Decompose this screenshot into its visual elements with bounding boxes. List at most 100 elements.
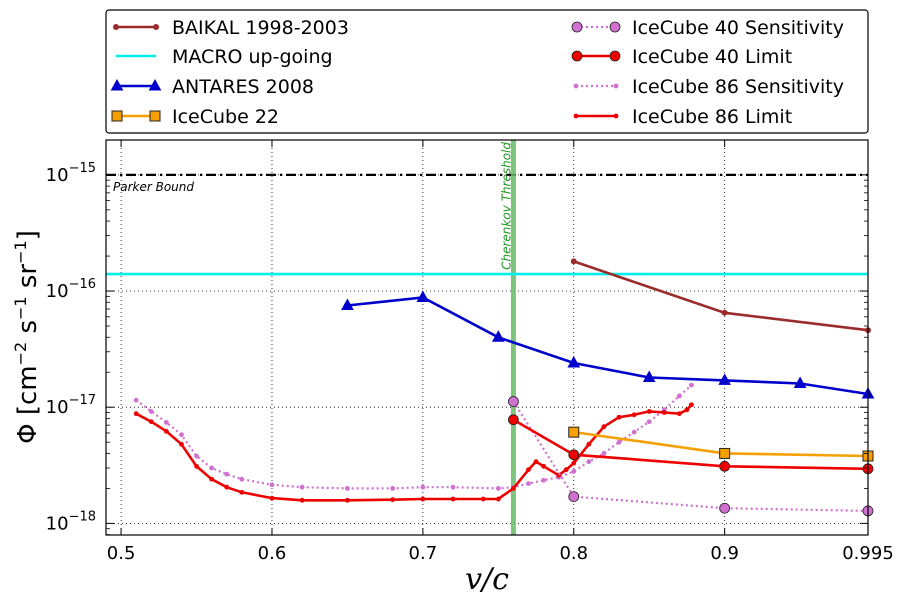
x-tick-label: 0.9 [710, 543, 739, 564]
data-point [567, 355, 581, 368]
y-tick-label: 10−15 [46, 161, 96, 186]
y-tick-label: 10−17 [46, 393, 96, 418]
legend-label: BAIKAL 1998-2003 [172, 17, 349, 39]
legend-entry-antares-2008: ANTARES 2008 [110, 76, 314, 98]
data-point [209, 476, 215, 482]
data-point [684, 407, 690, 413]
legend-marker [111, 110, 123, 122]
data-point [480, 496, 486, 502]
ticks: 0.5 0.6 0.7 0.8 0.9 0.995 10−15 10−16 10−17 10−18 [46, 140, 894, 564]
data-point [601, 451, 607, 456]
data-point [450, 484, 456, 490]
data-point [450, 496, 456, 502]
data-point [194, 463, 199, 469]
data-point [495, 496, 501, 502]
series-baikal-1998-2003 [570, 258, 871, 334]
legend-entry-icecube-40-limit: IceCube 40 Limit [571, 46, 792, 68]
data-point [345, 497, 350, 503]
y-tick-label: 10−18 [46, 509, 96, 534]
legend-marker [573, 83, 579, 89]
data-point [133, 411, 139, 417]
data-point [495, 486, 501, 491]
legend-marker [571, 21, 583, 33]
series-layer [106, 258, 875, 517]
data-point [676, 393, 682, 399]
data-point [541, 463, 546, 469]
plot-area: Parker Bound Cherenkov Threshold 0.5 0.6 0.… [46, 139, 894, 564]
data-point [719, 460, 731, 472]
y-axis-label: Φ [cm−2 s−1 sr−1] [11, 230, 43, 444]
data-point [269, 482, 275, 488]
legend-label: IceCube 40 Limit [632, 46, 792, 68]
data-point [508, 414, 519, 426]
y-axis-label-exp2: −1 [11, 296, 30, 320]
data-point [586, 441, 592, 447]
y-axis-label-end: sr [13, 264, 43, 297]
data-point [646, 409, 652, 414]
legend-marker [573, 113, 579, 119]
data-point [209, 465, 215, 471]
series-icecube-40-sensitivity [508, 396, 874, 517]
data-point [568, 449, 580, 461]
data-point [390, 497, 396, 503]
legend-label: IceCube 22 [172, 106, 279, 128]
data-point [511, 486, 516, 491]
y-axis-label-main: Φ [cm [13, 365, 43, 444]
data-point [646, 419, 652, 425]
data-point [420, 484, 426, 490]
legend: BAIKAL 1998-2003 MACRO up-going ANTARES 20… [105, 9, 869, 134]
data-point [563, 467, 569, 473]
legend-frame [105, 9, 869, 134]
data-point [616, 414, 622, 420]
data-point [689, 382, 694, 388]
data-point [224, 471, 230, 477]
cherenkov-threshold-label: Cherenkov Threshold [499, 142, 513, 270]
legend-marker [113, 24, 119, 30]
data-point [541, 477, 546, 483]
legend-entry-macro-up-going: MACRO up-going [116, 46, 333, 68]
data-point [224, 484, 230, 490]
legend-label: MACRO up-going [172, 46, 333, 68]
data-point [568, 426, 580, 438]
data-point [163, 419, 169, 425]
legend-entry-icecube-86-limit: IceCube 86 Limit [573, 106, 792, 128]
y-axis-label-close: ] [13, 230, 43, 240]
series-antares-2008 [341, 290, 875, 399]
x-axis-label: v/c [465, 562, 509, 597]
y-axis-label-exp3: −1 [11, 240, 30, 264]
data-point [642, 370, 656, 383]
legend-marker [149, 110, 161, 122]
data-point [390, 486, 396, 491]
data-point [416, 290, 430, 302]
data-point [491, 330, 505, 342]
legend-marker [609, 21, 621, 33]
data-point [148, 419, 154, 425]
series-line [512, 418, 869, 471]
data-point [239, 476, 245, 482]
data-point [661, 410, 667, 415]
legend-marker [110, 78, 124, 91]
x-tick-label: 0.8 [559, 543, 588, 564]
legend-marker [613, 113, 619, 119]
legend-marker [609, 50, 621, 62]
data-point [718, 373, 731, 385]
data-point [526, 467, 531, 473]
data-point [420, 496, 426, 502]
data-point [533, 459, 539, 465]
data-point [631, 429, 637, 435]
data-point [148, 409, 154, 414]
data-point [239, 489, 245, 495]
data-point [299, 484, 305, 490]
legend-label: IceCube 86 Limit [632, 106, 792, 128]
data-point [571, 460, 577, 466]
data-point [631, 412, 637, 418]
legend-items: BAIKAL 1998-2003 MACRO up-going ANTARES 20… [110, 17, 844, 128]
series-icecube-86-sensitivity [133, 382, 694, 491]
data-point [179, 432, 184, 438]
data-point [719, 502, 731, 514]
legend-entry-icecube-86-sensitivity: IceCube 86 Sensitivity [573, 76, 844, 98]
data-point [526, 481, 531, 487]
legend-entry-icecube-40-sensitivity: IceCube 40 Sensitivity [571, 17, 844, 39]
x-tick-label: 0.6 [258, 543, 287, 564]
